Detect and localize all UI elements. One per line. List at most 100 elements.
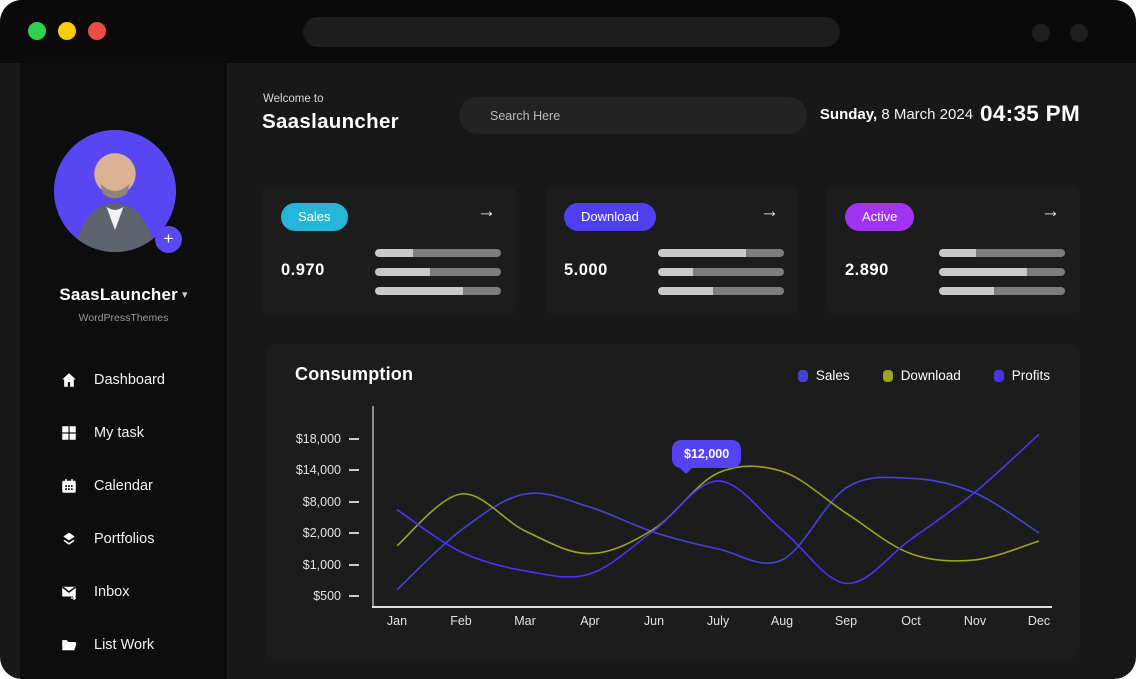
avatar-photo <box>54 130 176 252</box>
sidebar: + SaasLauncher ▾ WordPressThemes Dashboar… <box>20 63 227 679</box>
progress-bar <box>658 249 784 257</box>
y-tick: $8,000 <box>273 494 359 510</box>
progress-bar <box>658 268 784 276</box>
legend-dot <box>882 369 893 382</box>
series-line-profits <box>396 433 1040 585</box>
x-tick: July <box>706 614 730 628</box>
legend-dot <box>797 369 808 382</box>
sidebar-item-label: My task <box>94 424 144 441</box>
line-chart <box>372 406 1052 608</box>
series-line-sales <box>396 476 1040 591</box>
sidebar-item-inbox[interactable]: Inbox <box>60 565 165 618</box>
arrow-right-icon[interactable]: → <box>760 201 779 222</box>
x-tick: Jan <box>386 614 408 628</box>
x-tick: Sep <box>834 614 858 628</box>
home-icon <box>62 372 76 387</box>
x-tick: Jun <box>643 614 665 628</box>
stat-card-download: Download → 5.000 <box>545 185 799 315</box>
y-tick: $18,000 <box>273 431 359 447</box>
y-tick: $500 <box>273 588 359 604</box>
x-tick: Aug <box>770 614 794 628</box>
progress-bar <box>375 287 501 295</box>
y-tick: $2,000 <box>273 525 359 541</box>
chart-tooltip: $12,000 <box>672 439 742 474</box>
stat-value: 0.970 <box>281 261 325 279</box>
address-bar[interactable] <box>303 17 840 47</box>
search-input[interactable] <box>459 97 807 134</box>
progress-bar <box>375 249 501 257</box>
sidebar-item-label: List Work <box>94 636 155 653</box>
sidebar-item-label: Portfolios <box>94 530 155 547</box>
x-tick: Dec <box>1027 614 1051 628</box>
stat-card-sales: Sales → 0.970 <box>262 185 516 315</box>
progress-bar <box>939 287 1065 295</box>
status-badge: Download <box>564 203 656 231</box>
progress-bars <box>658 249 784 306</box>
window-control-dot[interactable] <box>1032 24 1050 42</box>
progress-bar <box>375 268 501 276</box>
x-tick: Mar <box>514 614 536 628</box>
legend-item-profits[interactable]: Profits <box>993 368 1050 383</box>
chart-legend: Sales Download Profits <box>797 368 1050 383</box>
x-tick: Apr <box>580 614 600 628</box>
x-tick: Nov <box>963 614 987 628</box>
chart-title: Consumption <box>295 364 414 384</box>
sidebar-item-label: Dashboard <box>94 371 165 388</box>
time-text: 04:35 PM <box>980 101 1080 126</box>
welcome-text: Welcome to <box>263 93 324 105</box>
layers-icon <box>63 532 75 545</box>
chart-card: Consumption Sales Download Profits $18,0… <box>265 344 1080 660</box>
y-tick: $14,000 <box>273 462 359 478</box>
progress-bar <box>658 287 784 295</box>
x-tick: Feb <box>450 614 472 628</box>
status-badge: Active <box>845 203 915 231</box>
progress-bars <box>375 249 501 306</box>
legend-item-sales[interactable]: Sales <box>797 368 850 383</box>
browser-topbar <box>0 0 1136 63</box>
traffic-light-green[interactable] <box>28 22 46 40</box>
traffic-light-red[interactable] <box>88 22 106 40</box>
sidebar-menu: Dashboard My task Calendar Portfolios In… <box>60 353 165 671</box>
tooltip-value: $12,000 <box>684 446 730 461</box>
sidebar-item-my-task[interactable]: My task <box>60 406 165 459</box>
y-tick: $1,000 <box>273 557 359 573</box>
progress-bar <box>939 268 1065 276</box>
sidebar-item-dashboard[interactable]: Dashboard <box>60 353 165 406</box>
stat-card-active: Active → 2.890 <box>826 185 1080 315</box>
legend-label: Download <box>900 368 961 383</box>
sidebar-item-label: Inbox <box>94 583 130 600</box>
progress-bar <box>939 249 1065 257</box>
progress-bars <box>939 249 1065 306</box>
date-day: Sunday, <box>819 105 878 123</box>
inbox-icon <box>62 586 77 600</box>
series-line-download <box>396 465 1040 562</box>
arrow-right-icon[interactable]: → <box>477 201 496 222</box>
sidebar-item-calendar[interactable]: Calendar <box>60 459 165 512</box>
date-text: 8 March 2024 <box>877 105 974 123</box>
calendar-icon <box>62 478 76 493</box>
legend-label: Profits <box>1011 368 1050 383</box>
legend-item-download[interactable]: Download <box>882 368 961 383</box>
add-account-button[interactable]: + <box>155 226 182 253</box>
chevron-down-icon: ▾ <box>181 289 188 301</box>
sidebar-item-list-work[interactable]: List Work <box>60 618 165 671</box>
stat-value: 5.000 <box>564 261 608 279</box>
arrow-right-icon[interactable]: → <box>1041 201 1060 222</box>
traffic-light-yellow[interactable] <box>58 22 76 40</box>
status-badge: Sales <box>281 203 348 231</box>
profile-subtitle: WordPressThemes <box>78 312 169 324</box>
avatar[interactable] <box>54 130 176 252</box>
x-tick: Oct <box>901 614 921 628</box>
sidebar-item-portfolios[interactable]: Portfolios <box>60 512 165 565</box>
grid-icon <box>62 425 76 440</box>
stat-value: 2.890 <box>845 261 889 279</box>
legend-dot <box>993 369 1004 382</box>
window-control-dot[interactable] <box>1070 24 1088 42</box>
folder-icon <box>62 639 77 650</box>
legend-label: Sales <box>815 368 850 383</box>
datetime: Sunday, 8 March 2024 04:35 PM <box>820 101 1080 127</box>
sidebar-item-label: Calendar <box>94 477 153 494</box>
profile-name[interactable]: SaasLauncher ▾ <box>20 285 227 305</box>
page-title: Saaslauncher <box>262 110 399 133</box>
